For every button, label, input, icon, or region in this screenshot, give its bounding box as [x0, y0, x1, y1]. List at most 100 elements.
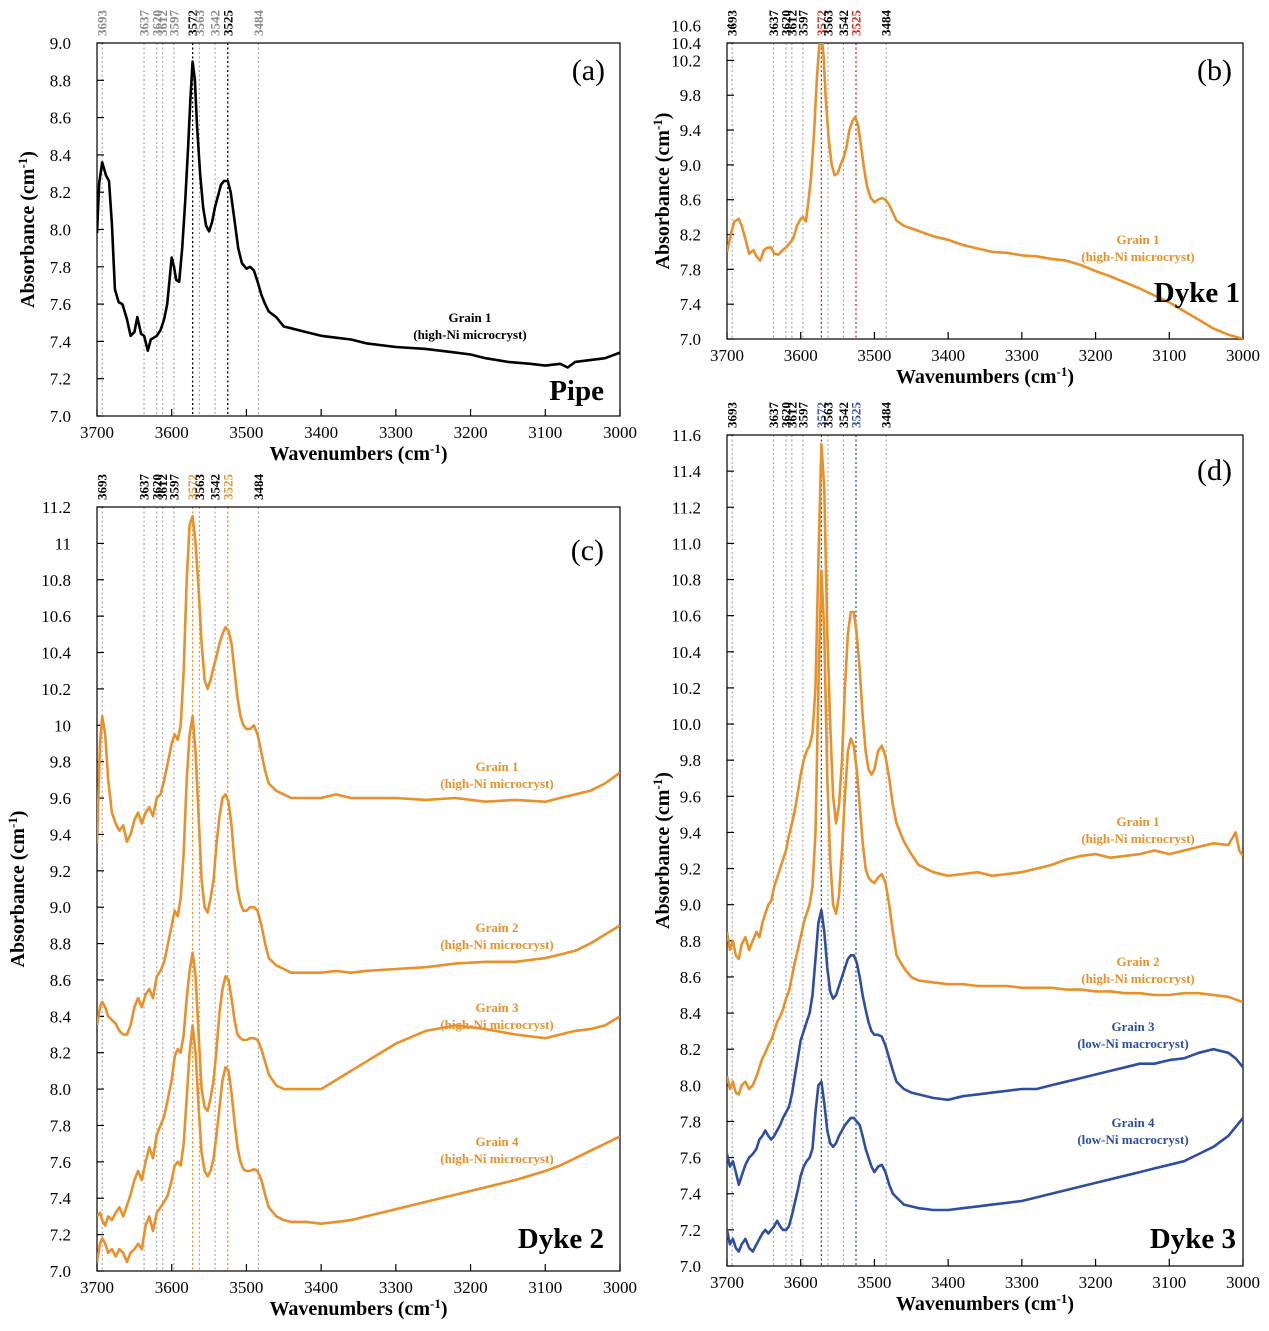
peak-label-3693: 3693 — [95, 10, 110, 37]
y-tick-label: 8.2 — [50, 183, 71, 202]
series-line-grain-3 — [97, 951, 620, 1227]
site-label: Dyke 3 — [1150, 1223, 1236, 1255]
y-tick-label: 10.6 — [41, 607, 71, 626]
x-tick-label: 3600 — [155, 423, 189, 442]
y-tick-label: 7.4 — [50, 332, 72, 351]
x-axis-title-part: ) — [441, 443, 448, 465]
y-tick-label: 11.6 — [672, 426, 701, 445]
y-tick-label: 8.4 — [50, 146, 72, 165]
peak-label-3484: 3484 — [879, 402, 894, 429]
y-tick-label: 7.0 — [50, 1262, 71, 1281]
y-tick-label: 10.6 — [671, 17, 701, 36]
peak-label-3637: 3637 — [766, 10, 781, 37]
peak-label-3525: 3525 — [849, 402, 864, 429]
x-axis-title: Wavenumbers (cm-1) — [896, 1291, 1074, 1316]
y-tick-label: 9.8 — [680, 751, 701, 770]
x-tick-label: 3000 — [603, 1278, 637, 1297]
series-label-grain-1: Grain 1 — [449, 310, 492, 325]
series-line-grain-2 — [97, 714, 620, 1036]
y-tick-label: 8.0 — [50, 1080, 71, 1099]
x-tick-label: 3700 — [80, 1278, 114, 1297]
series-label-grain-3: Grain 3 — [476, 1000, 519, 1015]
series-label-grain-4: (low-Ni macrocryst) — [1077, 1132, 1188, 1147]
x-tick-label: 3400 — [304, 1278, 338, 1297]
series-label-grain-1: (high-Ni microcryst) — [1081, 831, 1194, 846]
x-tick-label: 3100 — [1152, 1273, 1186, 1292]
x-axis-title-part: Wavenumbers (cm — [896, 1293, 1057, 1315]
y-tick-label: 11.2 — [672, 498, 701, 517]
y-axis-title-part: Absorbance (cm — [652, 789, 674, 929]
y-tick-label: 9.4 — [50, 825, 72, 844]
y-tick-label: 10.8 — [671, 571, 701, 590]
peak-label-3620: 3620 — [778, 402, 793, 428]
series-line-grain-1 — [97, 514, 620, 844]
x-tick-label: 3300 — [1005, 1273, 1039, 1292]
y-tick-label: 7.2 — [50, 1226, 71, 1245]
x-axis-title: Wavenumbers (cm-1) — [269, 1296, 447, 1321]
x-axis-title: Wavenumbers (cm-1) — [269, 441, 447, 466]
series-line-grain-1 — [727, 43, 1243, 339]
y-axis-title-part: ) — [652, 772, 674, 779]
series-label-grain-3: (low-Ni macrocryst) — [1077, 1036, 1188, 1051]
y-tick-label: 11.4 — [672, 462, 702, 481]
series-label-grain-1: (high-Ni microcryst) — [413, 327, 526, 342]
x-tick-label: 3200 — [1079, 1273, 1113, 1292]
peak-label-3525: 3525 — [220, 10, 235, 37]
peak-label-3542: 3542 — [208, 10, 223, 36]
series-label-grain-1: Grain 1 — [1117, 232, 1160, 247]
peak-label-3563: 3563 — [192, 474, 207, 501]
x-tick-label: 3200 — [454, 423, 488, 442]
peak-label-3620: 3620 — [149, 10, 164, 36]
y-tick-label: 9.2 — [680, 860, 701, 879]
series-label-grain-3: (high-Ni microcryst) — [440, 1017, 553, 1032]
peak-label-3542: 3542 — [208, 474, 223, 500]
y-tick-label: 9.0 — [680, 896, 701, 915]
x-tick-label: 3000 — [1226, 346, 1260, 365]
y-tick-label: 7.2 — [680, 1221, 701, 1240]
series-label-grain-1: (high-Ni microcryst) — [440, 776, 553, 791]
y-axis-title-part: ) — [7, 811, 29, 818]
x-axis-title: Wavenumbers (cm-1) — [896, 364, 1074, 389]
y-tick-label: 8.2 — [680, 226, 701, 245]
y-tick-label: 11 — [55, 534, 71, 553]
y-tick-label: 10 — [54, 716, 71, 735]
peak-label-3620: 3620 — [778, 10, 793, 36]
y-axis-title-part: -1 — [650, 119, 665, 130]
y-tick-label: 8.6 — [50, 971, 71, 990]
y-axis-title: Absorbance (cm-1) — [650, 772, 675, 929]
peak-label-3572: 3572 — [185, 474, 200, 500]
y-axis-title-part: Absorbance (cm — [7, 828, 29, 968]
series-line-grain-2 — [727, 569, 1243, 1096]
x-tick-label: 3600 — [784, 1273, 818, 1292]
x-tick-label: 3600 — [155, 1278, 189, 1297]
peak-label-3484: 3484 — [251, 474, 266, 501]
series-label-grain-1: (high-Ni microcryst) — [1081, 249, 1194, 264]
y-tick-label: 8.8 — [50, 71, 71, 90]
y-tick-label: 10.4 — [671, 643, 701, 662]
y-tick-label: 9.4 — [680, 823, 702, 842]
y-axis-title-part: -1 — [5, 817, 20, 828]
x-tick-label: 3600 — [784, 346, 818, 365]
x-axis-title-part: -1 — [1057, 364, 1068, 379]
plot-frame — [726, 42, 1244, 340]
x-tick-label: 3100 — [1152, 346, 1186, 365]
plot-frame — [96, 42, 621, 417]
x-tick-label: 3300 — [1005, 346, 1039, 365]
series-label-grain-4: (high-Ni microcryst) — [440, 1151, 553, 1166]
y-axis-title-part: -1 — [650, 779, 665, 790]
series-label-grain-2: (high-Ni microcryst) — [440, 937, 553, 952]
peak-label-3572: 3572 — [814, 402, 829, 428]
x-tick-label: 3700 — [710, 1273, 744, 1292]
peak-label-3612: 3612 — [155, 10, 170, 36]
y-tick-label: 8.8 — [680, 932, 701, 951]
peak-label-3542: 3542 — [836, 402, 851, 428]
peak-label-3525: 3525 — [849, 10, 864, 37]
site-label: Pipe — [549, 375, 604, 407]
x-axis-title-part: Wavenumbers (cm — [269, 443, 430, 465]
y-tick-label: 9.4 — [680, 121, 702, 140]
peak-label-3597: 3597 — [166, 474, 181, 501]
peak-label-3525: 3525 — [220, 474, 235, 501]
y-tick-label: 11.2 — [42, 498, 71, 517]
